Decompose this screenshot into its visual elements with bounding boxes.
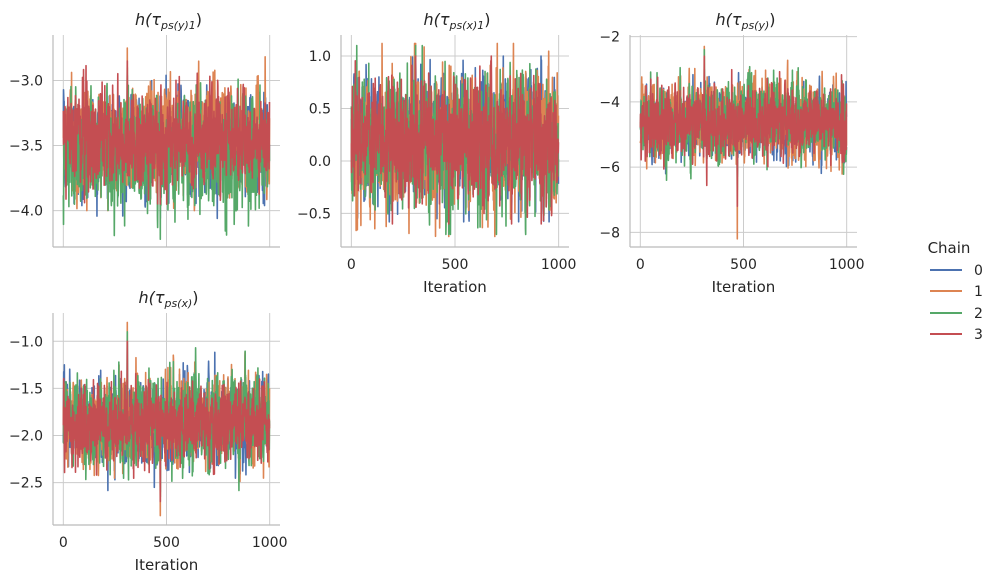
x-tick-label: 1000: [252, 535, 288, 551]
x-tick-label: 1000: [541, 257, 577, 273]
subplot-0: −4.0 −3.5 −3.0 h(τps(y)1): [9, 10, 280, 248]
legend-label-3: 3: [974, 327, 983, 343]
subplot-title: h(τps(x)): [138, 288, 198, 310]
subplot-2: −8 −6 −4 −2 0 500 1000 Iteration h(τps(y)): [599, 10, 864, 296]
y-tick-label: −2: [599, 30, 620, 46]
x-tick-label: 0: [636, 257, 645, 273]
legend-title: Chain: [928, 239, 971, 257]
legend-label-0: 0: [974, 263, 983, 279]
legend-entry-3: 3: [930, 327, 983, 343]
y-tick-label: −6: [599, 160, 620, 176]
x-axis-title: Iteration: [135, 556, 199, 574]
legend-label-1: 1: [974, 284, 983, 300]
subplot-grid: −4.0 −3.5 −3.0 h(τps(y)1) −0.5 0.0 0.5 1.0 0 500 1…: [9, 10, 865, 574]
trace-line-chain-3: [62, 60, 271, 205]
x-axis-title: Iteration: [712, 278, 776, 296]
x-tick-label: 0: [347, 257, 356, 273]
trace-line-chain-3: [350, 55, 560, 225]
legend-entry-2: 2: [930, 306, 983, 322]
x-tick-label: 0: [59, 535, 68, 551]
y-tick-label: −1.0: [9, 334, 43, 350]
y-tick-label: −4.0: [9, 204, 43, 220]
y-tick-label: −0.5: [297, 206, 331, 222]
y-tick-label: −3.5: [9, 139, 43, 155]
x-tick-label: 500: [442, 257, 469, 273]
y-tick-label: 0.0: [309, 154, 331, 170]
y-tick-label: −2.0: [9, 428, 43, 444]
y-tick-label: 0.5: [309, 101, 331, 117]
legend-entry-0: 0: [930, 263, 983, 279]
chart-legend: Chain 0 1 2 3: [928, 239, 983, 343]
subplot-title: h(τps(y)): [715, 10, 775, 32]
subplot-3: −2.5 −2.0 −1.5 −1.0 0 500 1000 Iteration h(τps(x…: [9, 288, 288, 574]
subplot-title: h(τps(y)1): [135, 10, 202, 32]
x-tick-label: 500: [730, 257, 757, 273]
trace-line-chain-3: [62, 340, 271, 503]
trace-line-chain-3: [639, 55, 848, 208]
x-tick-label: 1000: [829, 257, 865, 273]
y-tick-label: −4: [599, 95, 620, 111]
y-tick-label: 1.0: [309, 49, 331, 65]
subplot-title: h(τps(x)1): [423, 10, 490, 32]
subplot-1: −0.5 0.0 0.5 1.0 0 500 1000 Iteration h(τps(x)1): [297, 10, 576, 296]
x-tick-label: 500: [153, 535, 180, 551]
y-tick-label: −1.5: [9, 381, 43, 397]
y-tick-label: −3.0: [9, 74, 43, 90]
x-axis-title: Iteration: [423, 278, 487, 296]
legend-label-2: 2: [974, 306, 983, 322]
y-tick-label: −8: [599, 225, 620, 241]
y-tick-label: −2.5: [9, 476, 43, 492]
legend-entry-1: 1: [930, 284, 983, 300]
